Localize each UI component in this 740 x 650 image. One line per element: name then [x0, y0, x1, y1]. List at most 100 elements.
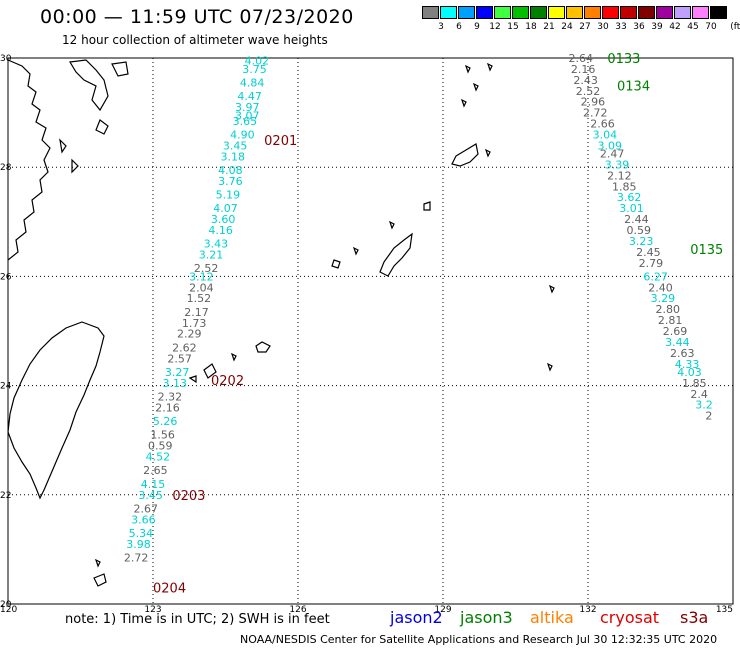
- altimeter-tracks: 4.023.754.844.473.973.073.654.903.453.18…: [124, 52, 723, 597]
- color-swatch: [566, 6, 583, 19]
- coastlines: [7, 59, 555, 587]
- color-swatch-label: 24: [561, 22, 573, 32]
- swh-value: 3.45: [223, 139, 248, 152]
- swh-value: 1.85: [682, 377, 707, 390]
- swh-value: 2.67: [134, 502, 159, 515]
- ryukyu-small: [188, 220, 395, 384]
- swh-value: 6.27: [643, 270, 668, 283]
- swh-value: 3.29: [651, 292, 676, 305]
- swh-value: 3.12: [189, 270, 214, 283]
- swh-value: 3.98: [126, 538, 151, 551]
- lat-tick-label: 26: [0, 272, 12, 282]
- swh-value: 3.75: [242, 63, 267, 76]
- color-swatch-label: 15: [507, 22, 519, 32]
- swh-value: 3.13: [163, 377, 188, 390]
- swh-value: 2: [705, 410, 712, 423]
- swh-value: 4.15: [141, 478, 166, 491]
- satellite-label-jason2: jason2: [390, 608, 443, 627]
- swh-value: 2.72: [583, 107, 608, 120]
- swh-value: 3.45: [138, 489, 163, 502]
- satellite-label-altika: altika: [530, 608, 574, 627]
- pass-number-label: 0134: [617, 79, 650, 94]
- swh-value: 4.47: [237, 90, 262, 103]
- swh-value: 2.62: [172, 341, 197, 354]
- swh-value: 2.32: [158, 391, 183, 404]
- swh-value: 2.29: [177, 328, 202, 341]
- swh-value: 2.57: [167, 352, 192, 365]
- color-swatch: [458, 6, 475, 19]
- okinawa: [379, 232, 413, 277]
- swh-value: 4.08: [218, 164, 243, 177]
- lanyu: [93, 558, 107, 587]
- lon-tick-label: 123: [144, 605, 161, 615]
- swh-value: 2.64: [569, 52, 594, 65]
- swh-value: 2.52: [194, 262, 219, 275]
- kyushu-south: [460, 62, 493, 158]
- color-swatch: [530, 6, 547, 19]
- lat-tick-label: 20: [0, 600, 12, 610]
- lon-tick-label: 132: [579, 605, 596, 615]
- swh-value: 2.72: [124, 552, 149, 565]
- china-islands: [59, 59, 129, 174]
- pass-number-label: 0203: [172, 489, 205, 504]
- color-swatch: [620, 6, 637, 19]
- swh-value: 3.60: [211, 213, 236, 226]
- swh-value: 3.44: [665, 336, 690, 349]
- color-swatch: [602, 6, 619, 19]
- swh-value: 1.52: [187, 292, 212, 305]
- color-swatch: [692, 6, 709, 19]
- page-title: 00:00 — 11:59 UTC 07/23/2020: [40, 6, 354, 28]
- color-swatch-label: 3: [438, 22, 444, 32]
- lon-tick-label: 129: [434, 605, 451, 615]
- swh-value: 3.62: [617, 191, 642, 204]
- footer-note: note: 1) Time is in UTC; 2) SWH is in fe…: [65, 612, 330, 627]
- swh-value: 2.12: [607, 169, 632, 182]
- swh-value: 1.56: [150, 429, 175, 442]
- swh-value: 2.40: [648, 281, 673, 294]
- swh-value: 1.85: [612, 180, 637, 193]
- swh-value: 3.04: [593, 128, 618, 141]
- swh-value: 3.18: [221, 150, 246, 163]
- swh-value: 0.59: [627, 224, 652, 237]
- swh-value: 3.07: [235, 109, 260, 122]
- color-swatch-label: 21: [543, 22, 555, 32]
- swh-value: 3.09: [598, 139, 623, 152]
- color-swatch: [710, 6, 727, 19]
- swh-value: 4.33: [675, 358, 700, 371]
- color-swatch-label: 27: [579, 22, 591, 32]
- map-frame: [7, 57, 734, 605]
- color-swatch-label: 30: [597, 22, 609, 32]
- taiwan-coast: [7, 321, 105, 500]
- daito: [546, 284, 555, 372]
- swh-value: 3.21: [199, 249, 224, 262]
- color-swatch: [548, 6, 565, 19]
- swh-value: 2.81: [658, 314, 683, 327]
- swh-value: 3.76: [218, 175, 243, 188]
- swh-value: 3.01: [619, 202, 644, 215]
- swh-value: 2.69: [663, 325, 688, 338]
- swh-value: 2.44: [624, 213, 649, 226]
- color-swatch: [476, 6, 493, 19]
- color-swatch: [638, 6, 655, 19]
- swh-value: 2.96: [581, 96, 606, 109]
- swh-value: 5.34: [129, 527, 154, 540]
- pass-number-label: 0133: [607, 52, 640, 67]
- swh-value: 3.2: [695, 399, 713, 412]
- swh-value: 5.26: [153, 415, 178, 428]
- swh-value: 2.16: [155, 401, 180, 414]
- swh-value: 3.43: [204, 238, 229, 251]
- color-swatch-label: 45: [687, 22, 699, 32]
- swh-value: 2.79: [639, 257, 664, 270]
- swh-value: 3.39: [605, 158, 630, 171]
- color-swatch: [422, 6, 439, 19]
- satellite-label-cryosat: cryosat: [600, 608, 660, 627]
- swh-value: 2.17: [184, 306, 209, 319]
- color-swatch: [440, 6, 457, 19]
- swh-value: 2.4: [690, 388, 708, 401]
- pass-number-label: 0204: [153, 582, 186, 597]
- swh-value: 2.52: [576, 85, 601, 98]
- color-swatch-label: 6: [456, 22, 462, 32]
- china-coast: [7, 59, 51, 261]
- swh-value: 3.27: [165, 366, 190, 379]
